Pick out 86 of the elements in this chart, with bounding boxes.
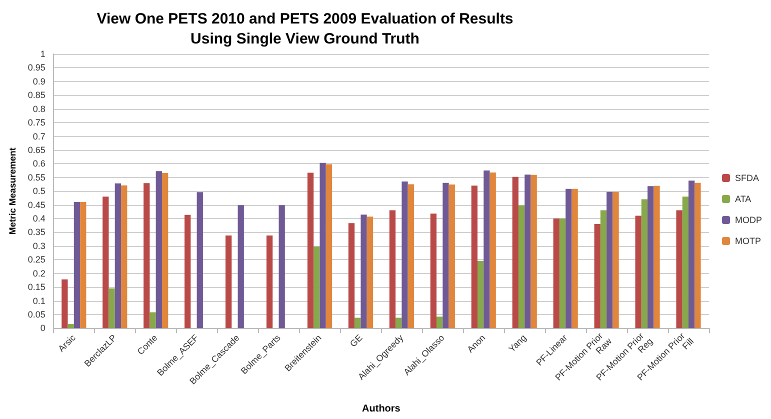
bar (121, 185, 128, 328)
legend-label: ATA (735, 194, 752, 204)
y-tick-label: 0.75 (28, 118, 46, 128)
bar (641, 199, 648, 328)
bar (484, 170, 490, 328)
y-tick-label: 1 (40, 49, 46, 59)
y-tick-label: 0.45 (28, 200, 46, 210)
bar (635, 216, 642, 328)
bar (688, 180, 695, 328)
x-axis-title: Authors (362, 404, 401, 414)
y-tick-label: 0.2 (32, 268, 46, 278)
y-tick-label: 0 (40, 323, 46, 334)
bar (606, 192, 613, 328)
y-tick-label: 0.5 (32, 186, 46, 196)
bar (389, 210, 396, 328)
bar (566, 188, 572, 328)
bar (518, 205, 525, 328)
y-tick-label: 0.7 (32, 131, 46, 142)
bar (442, 182, 449, 328)
bar (348, 223, 355, 328)
bar (572, 188, 578, 328)
bar (477, 260, 484, 328)
legend-label: MOTP (735, 236, 761, 246)
bar (307, 172, 314, 328)
bar (326, 164, 332, 328)
y-tick-label: 0.3 (32, 240, 46, 251)
bar (156, 171, 162, 328)
bar (448, 184, 455, 328)
bar (402, 181, 408, 328)
bar (68, 324, 74, 328)
bar (150, 312, 156, 328)
bar (162, 172, 168, 328)
bar (559, 218, 566, 328)
chart-title: View One PETS 2010 and PETS 2009 Evaluation of Results Using Single View Ground Truth (96, 10, 514, 48)
bar (682, 196, 689, 328)
bar (436, 316, 443, 328)
bar (676, 210, 682, 328)
bar (530, 174, 537, 328)
bar (278, 205, 285, 328)
bar (553, 218, 560, 328)
y-tick-label: 0.4 (32, 214, 46, 224)
bar (354, 318, 361, 328)
legend-label: SFDA (735, 173, 760, 183)
bar (196, 192, 203, 328)
bar (600, 210, 607, 328)
bar (648, 186, 654, 328)
bar (266, 236, 273, 328)
bar (144, 183, 150, 328)
y-tick-label: 0.35 (28, 227, 46, 238)
bar (102, 196, 109, 328)
y-tick-label: 0.25 (28, 254, 46, 265)
bar (471, 186, 478, 328)
y-tick-label: 0.55 (28, 172, 46, 182)
bar (396, 318, 402, 328)
bar (238, 205, 244, 328)
bar (654, 186, 660, 328)
y-tick-label: 0.1 (32, 296, 46, 306)
bar (408, 184, 414, 328)
bar (360, 214, 367, 328)
bar (490, 172, 496, 328)
bar (694, 182, 701, 328)
y-tick-label: 0.8 (32, 104, 46, 114)
bar (108, 288, 115, 328)
bar (74, 202, 80, 328)
legend-label: MODP (735, 215, 762, 225)
bar (612, 192, 619, 328)
bar (62, 279, 68, 328)
bar (524, 174, 531, 328)
bar (114, 183, 122, 328)
y-tick-label: 0.95 (28, 62, 46, 73)
y-tick-label: 0.05 (28, 309, 46, 320)
bar (366, 216, 374, 328)
y-axis-title: Metric Measurement (8, 148, 18, 235)
y-tick-label: 0.85 (28, 90, 46, 100)
bar (226, 236, 232, 328)
y-tick-label: 0.65 (28, 144, 46, 155)
y-tick-label: 0.9 (32, 76, 46, 86)
y-tick-label: 0.6 (32, 158, 46, 169)
bar (80, 202, 86, 328)
bar (314, 246, 320, 328)
bar (320, 162, 326, 328)
bar (512, 176, 518, 328)
bar (184, 214, 191, 328)
bar (430, 214, 437, 328)
y-tick-label: 0.15 (28, 282, 46, 292)
bar (594, 224, 600, 328)
